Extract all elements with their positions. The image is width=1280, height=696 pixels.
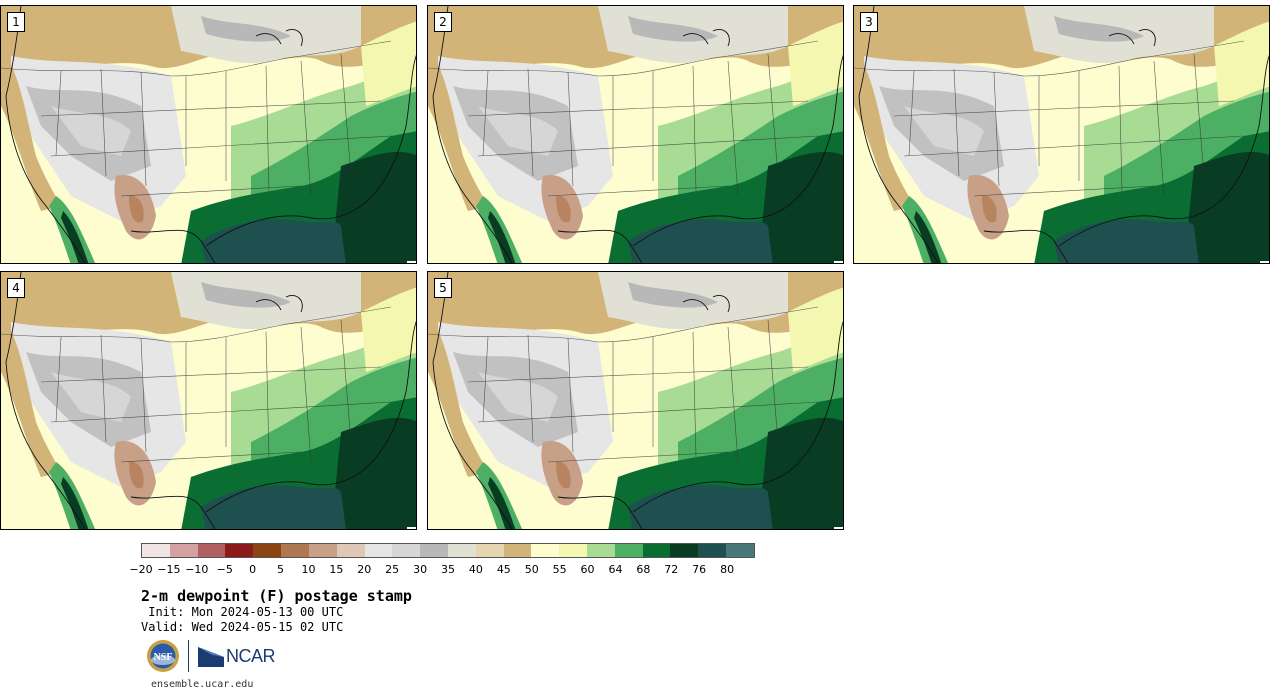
colorbar-segment [392,544,421,557]
panel-number: 2 [434,12,452,32]
map-panel-3: 3 [853,5,1270,264]
map-panel-4: 4 [0,271,417,530]
colorbar-tick-label: 64 [608,563,623,576]
colorbar-segment [698,544,727,557]
valid-time: Valid: Wed 2024-05-15 02 UTC [141,620,344,634]
ncar-logo-icon [198,647,224,667]
colorbar-tick-label: 30 [413,563,428,576]
nsf-logo-text: NSF [154,652,173,663]
colorbar-segment [308,544,337,557]
map-panel-1: 1 [0,5,417,264]
colorbar-segment [614,544,643,557]
logos: NSF NCAR [146,638,276,674]
dewpoint-map [854,6,1269,263]
dewpoint-map [428,6,843,263]
colorbar-tick-label: 45 [496,563,511,576]
colorbar-tick-label: 55 [552,563,567,576]
ncar-logo-text: NCAR [226,645,276,666]
colorbar-tick-label: 15 [329,563,344,576]
colorbar-tick-label: 5 [277,563,285,576]
colorbar-tick-label: 35 [441,563,455,576]
colorbar-segment [281,544,309,557]
colorbar-tick-label: −15 [157,563,181,576]
colorbar-segment [197,544,226,557]
colorbar-segment [447,544,476,557]
colorbar-tick-label: 80 [720,563,735,576]
map-panel-5: 5 [427,271,844,530]
colorbar-tick-label: −20 [129,563,153,576]
colorbar-segment [364,544,393,557]
site-url: ensemble.ucar.edu [151,679,254,690]
colorbar-tick-label: −5 [216,563,233,576]
colorbar-tick-label: 68 [636,563,651,576]
colorbar-segment [142,544,170,557]
colorbar-tick-label: −10 [185,563,209,576]
colorbar-segment [420,544,448,557]
colorbar [141,543,755,558]
map-panel-2: 2 [427,5,844,264]
colorbar-segment [670,544,699,557]
colorbar-segment [225,544,254,557]
colorbar-segment [642,544,671,557]
panel-number: 3 [860,12,878,32]
dewpoint-map [1,272,416,529]
panel-number: 1 [7,12,25,32]
dewpoint-map [428,272,843,529]
colorbar-segment [587,544,615,557]
colorbar-tick-label: 50 [524,563,539,576]
colorbar-segment [169,544,198,557]
colorbar-tick-label: 40 [468,563,483,576]
colorbar-tick-label: 20 [357,563,372,576]
colorbar-ticks: −20 −15 −10 −5 0 5 10 15 20 25 30 35 40 45 50 55 60 64 68 7… [129,563,755,577]
colorbar-segment [503,544,532,557]
colorbar-tick-label: 72 [664,563,679,576]
colorbar-tick-label: 76 [692,563,707,576]
colorbar-segment [559,544,587,557]
init-time: Init: Mon 2024-05-13 00 UTC [141,605,344,619]
colorbar-segment [475,544,504,557]
colorbar-segment [336,544,365,557]
logo-divider [188,640,189,672]
colorbar-tick-label: 60 [580,563,595,576]
chart-title: 2-m dewpoint (F) postage stamp [141,587,412,605]
colorbar-tick-label: 25 [385,563,400,576]
nsf-logo-icon: NSF [147,640,179,672]
dewpoint-map [1,6,416,263]
colorbar-segment [726,544,754,557]
panel-number: 4 [7,278,25,298]
colorbar-segment [253,544,282,557]
colorbar-segment [531,544,560,557]
colorbar-tick-label: 10 [301,563,316,576]
colorbar-tick-label: 0 [249,563,257,576]
panel-number: 5 [434,278,452,298]
